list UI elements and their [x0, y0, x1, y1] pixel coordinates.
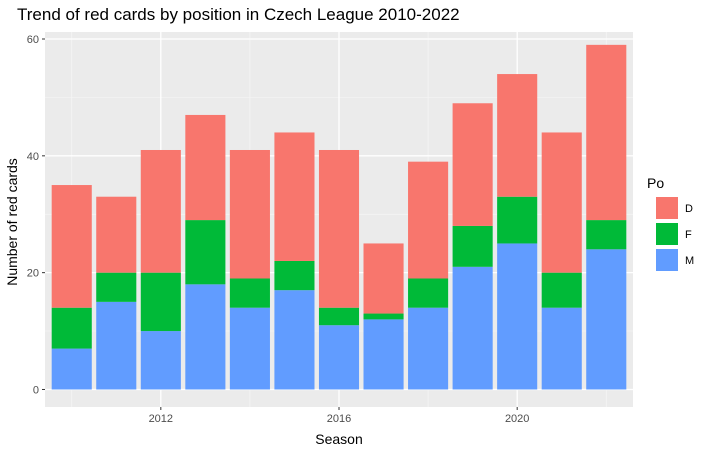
legend-label-D: D — [685, 203, 693, 215]
bar-M-2017 — [363, 319, 404, 390]
bar-M-2014 — [229, 307, 270, 390]
bar-F-2021 — [541, 272, 582, 308]
bar-M-2011 — [96, 301, 137, 390]
bar-M-2012 — [140, 331, 181, 390]
bar-D-2017 — [363, 243, 404, 314]
bar-D-2014 — [229, 149, 270, 279]
y-axis-title: Number of red cards — [4, 158, 20, 286]
bar-D-2011 — [96, 196, 137, 273]
y-axis: 0 20 40 60 — [27, 34, 45, 396]
bar-D-2022 — [586, 44, 627, 221]
bar-D-2016 — [318, 149, 360, 308]
legend: Po D F M — [647, 175, 694, 271]
bar-M-2013 — [185, 284, 226, 390]
bar-F-2011 — [96, 272, 137, 302]
bar-F-2022 — [586, 220, 627, 250]
bar-D-2010 — [51, 185, 92, 308]
bar-D-2015 — [274, 132, 315, 261]
legend-title: Po — [647, 175, 664, 191]
chart-title: Trend of red cards by position in Czech … — [17, 5, 460, 24]
bar-M-2016 — [318, 325, 360, 390]
y-tick-label: 20 — [27, 268, 39, 280]
x-axis-title: Season — [315, 431, 362, 447]
legend-key-F — [656, 223, 678, 245]
y-tick-label: 40 — [27, 151, 39, 163]
legend-label-F: F — [685, 229, 692, 241]
bar-F-2019 — [452, 225, 493, 267]
bar-M-2010 — [51, 348, 92, 390]
bar-D-2018 — [408, 161, 449, 279]
bars — [51, 44, 627, 390]
bar-M-2015 — [274, 290, 315, 390]
bar-F-2014 — [229, 278, 270, 308]
bar-D-2019 — [452, 103, 493, 226]
bar-M-2019 — [452, 266, 493, 390]
y-tick-label: 0 — [33, 384, 39, 396]
bar-F-2016 — [318, 307, 360, 326]
legend-label-M: M — [685, 255, 694, 267]
bar-D-2013 — [185, 114, 226, 221]
bar-M-2021 — [541, 307, 582, 390]
bar-D-2020 — [497, 74, 538, 197]
legend-key-D — [656, 197, 678, 219]
bar-M-2020 — [497, 243, 538, 390]
bar-F-2013 — [185, 220, 226, 285]
legend-key-M — [656, 249, 678, 271]
bar-M-2018 — [408, 307, 449, 390]
bar-F-2020 — [497, 196, 538, 244]
bar-F-2017 — [363, 313, 404, 320]
bar-F-2010 — [51, 307, 92, 349]
bar-M-2022 — [586, 249, 627, 390]
bar-F-2015 — [274, 260, 315, 291]
x-tick-label: 2012 — [149, 413, 173, 425]
y-tick-label: 60 — [27, 34, 39, 46]
x-tick-label: 2020 — [505, 413, 529, 425]
x-axis: 2012 2016 2020 — [149, 407, 529, 425]
bar-D-2021 — [541, 132, 582, 273]
bar-F-2012 — [140, 272, 181, 332]
bar-F-2018 — [408, 278, 449, 308]
x-tick-label: 2016 — [327, 413, 351, 425]
bar-D-2012 — [140, 149, 181, 273]
